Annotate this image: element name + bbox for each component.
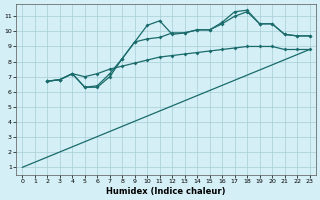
X-axis label: Humidex (Indice chaleur): Humidex (Indice chaleur) <box>106 187 226 196</box>
